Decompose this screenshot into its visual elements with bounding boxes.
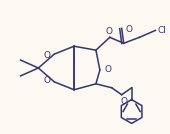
Text: O: O [105, 27, 112, 36]
Text: O: O [120, 97, 127, 106]
Text: O: O [104, 66, 111, 75]
Text: Cl: Cl [158, 26, 167, 35]
Text: O: O [125, 25, 132, 34]
Text: O: O [44, 51, 51, 60]
Text: O: O [44, 76, 51, 85]
